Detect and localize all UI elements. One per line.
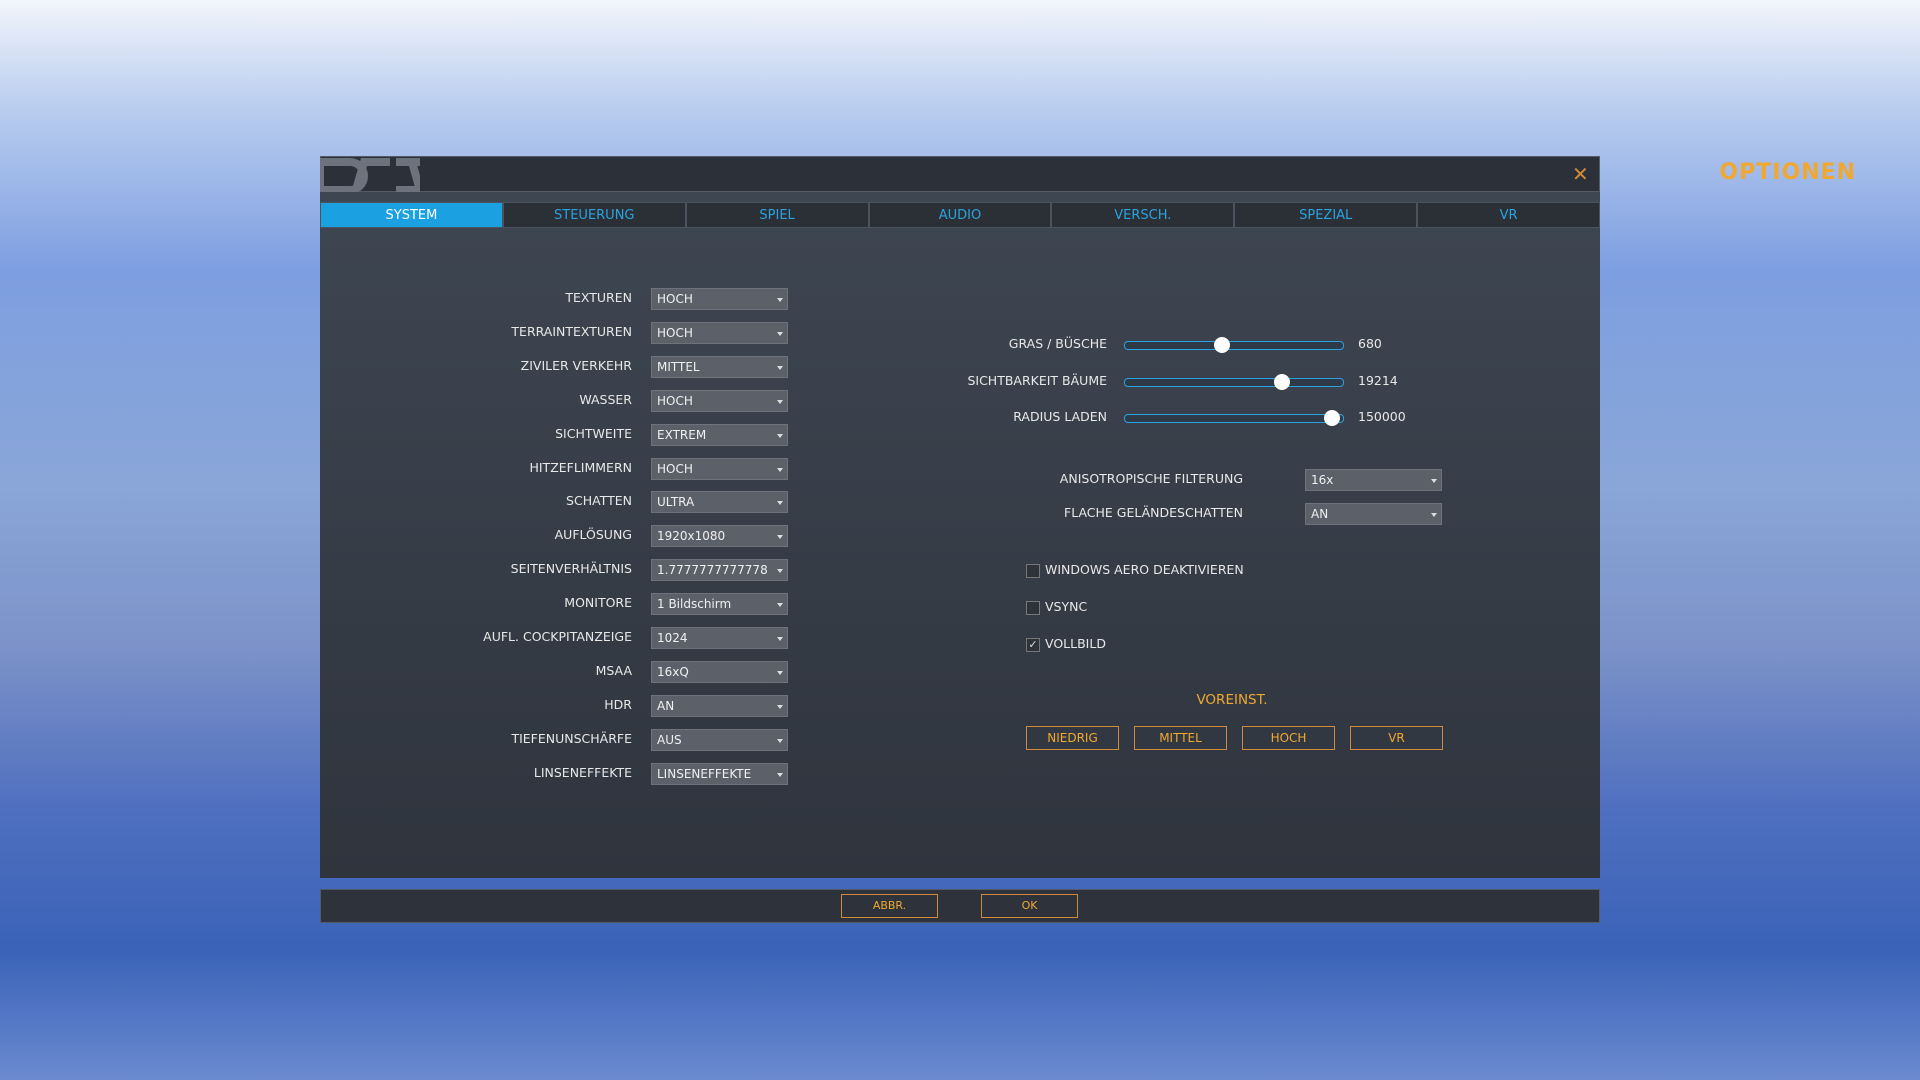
setting-label: SICHTWEITE bbox=[555, 425, 632, 441]
slider-track[interactable] bbox=[1124, 341, 1344, 350]
checkbox-label: VSYNC bbox=[1045, 599, 1088, 614]
dropdown[interactable]: HOCH bbox=[651, 457, 788, 480]
checkbox[interactable] bbox=[1026, 601, 1040, 615]
tab[interactable]: SPIEL bbox=[685, 202, 869, 228]
tab[interactable]: AUDIO bbox=[868, 202, 1052, 228]
tab[interactable]: VR bbox=[1417, 202, 1600, 228]
dropdown[interactable]: 16xQ bbox=[651, 660, 788, 683]
setting-label: AUFLÖSUNG bbox=[554, 527, 632, 543]
dropdown[interactable]: ULTRA bbox=[651, 491, 788, 514]
dropdown[interactable]: EXTREM bbox=[651, 423, 788, 446]
slider-value: 19214 bbox=[1358, 372, 1398, 388]
dropdown[interactable]: 1920x1080 bbox=[651, 525, 788, 548]
slider-thumb[interactable] bbox=[1324, 410, 1340, 426]
setting-label: TIEFENUNSCHÄRFE bbox=[511, 730, 632, 746]
dropdown[interactable]: LINSENEFFEKTE bbox=[651, 762, 788, 785]
logo bbox=[320, 158, 420, 192]
footer-button[interactable]: OK bbox=[981, 894, 1078, 918]
setting-label: HITZEFLIMMERN bbox=[529, 459, 632, 475]
slider-label: GRAS / BÜSCHE bbox=[1008, 336, 1107, 351]
setting-label: FLACHE GELÄNDESCHATTEN bbox=[1064, 505, 1243, 520]
slider-thumb[interactable] bbox=[1274, 373, 1290, 390]
dropdown[interactable]: 1024 bbox=[651, 627, 788, 649]
presets-title: VOREINST. bbox=[1196, 692, 1268, 708]
slider-value: 150000 bbox=[1358, 409, 1406, 424]
setting-label: AUFL. COCKPITANZEIGE bbox=[483, 629, 632, 644]
setting-label: WASSER bbox=[579, 391, 632, 407]
slider-label: RADIUS LADEN bbox=[1013, 409, 1107, 424]
slider-label: SICHTBARKEIT BÄUME bbox=[967, 372, 1107, 388]
dropdown[interactable]: 16x bbox=[1305, 469, 1442, 491]
setting-label: LINSENEFFEKTE bbox=[533, 764, 632, 780]
slider-thumb[interactable] bbox=[1214, 337, 1230, 353]
setting-label: HDR bbox=[604, 696, 632, 712]
preset-button[interactable]: NIEDRIG bbox=[1026, 726, 1119, 750]
dropdown[interactable]: AN bbox=[1305, 503, 1442, 525]
slider-track[interactable] bbox=[1124, 377, 1344, 387]
dialog-title: OPTIONEN bbox=[1719, 160, 1856, 185]
dropdown[interactable]: HOCH bbox=[651, 288, 788, 310]
setting-label: SCHATTEN bbox=[566, 493, 632, 509]
checkbox[interactable]: ✓ bbox=[1026, 638, 1040, 652]
preset-button[interactable]: MITTEL bbox=[1134, 726, 1227, 750]
dropdown[interactable]: MITTEL bbox=[651, 355, 788, 378]
dropdown[interactable]: 1 Bildschirm bbox=[651, 593, 788, 616]
setting-label: MSAA bbox=[595, 662, 632, 678]
dropdown[interactable]: 1.7777777777778 bbox=[651, 559, 788, 582]
slider-value: 680 bbox=[1358, 336, 1382, 351]
setting-label: TEXTUREN bbox=[565, 290, 632, 305]
slider-track[interactable] bbox=[1124, 414, 1344, 423]
setting-label: ZIVILER VERKEHR bbox=[520, 357, 632, 373]
dropdown[interactable]: AUS bbox=[651, 728, 788, 751]
preset-button[interactable]: VR bbox=[1350, 726, 1443, 750]
setting-label: MONITORE bbox=[564, 595, 632, 611]
setting-label: TERRAINTEXTUREN bbox=[511, 323, 632, 339]
dropdown[interactable]: HOCH bbox=[651, 321, 788, 344]
setting-label: ANISOTROPISCHE FILTERUNG bbox=[1059, 471, 1243, 486]
checkbox-label: VOLLBILD bbox=[1045, 636, 1106, 651]
close-button[interactable]: ✕ bbox=[1572, 162, 1589, 186]
tab[interactable]: SPEZIAL bbox=[1234, 202, 1418, 228]
header bbox=[320, 156, 1600, 192]
tab[interactable]: VERSCH. bbox=[1051, 202, 1235, 228]
tab[interactable]: STEUERUNG bbox=[502, 202, 686, 228]
checkbox-label: WINDOWS AERO DEAKTIVIEREN bbox=[1045, 562, 1244, 577]
footer-button[interactable]: ABBR. bbox=[841, 894, 938, 918]
setting-label: SEITENVERHÄLTNIS bbox=[510, 561, 632, 577]
dropdown[interactable]: AN bbox=[651, 694, 788, 717]
tab[interactable]: SYSTEM bbox=[320, 202, 503, 228]
dropdown[interactable]: HOCH bbox=[651, 389, 788, 412]
preset-button[interactable]: HOCH bbox=[1242, 726, 1335, 750]
footer bbox=[320, 889, 1600, 923]
checkbox[interactable] bbox=[1026, 564, 1040, 578]
